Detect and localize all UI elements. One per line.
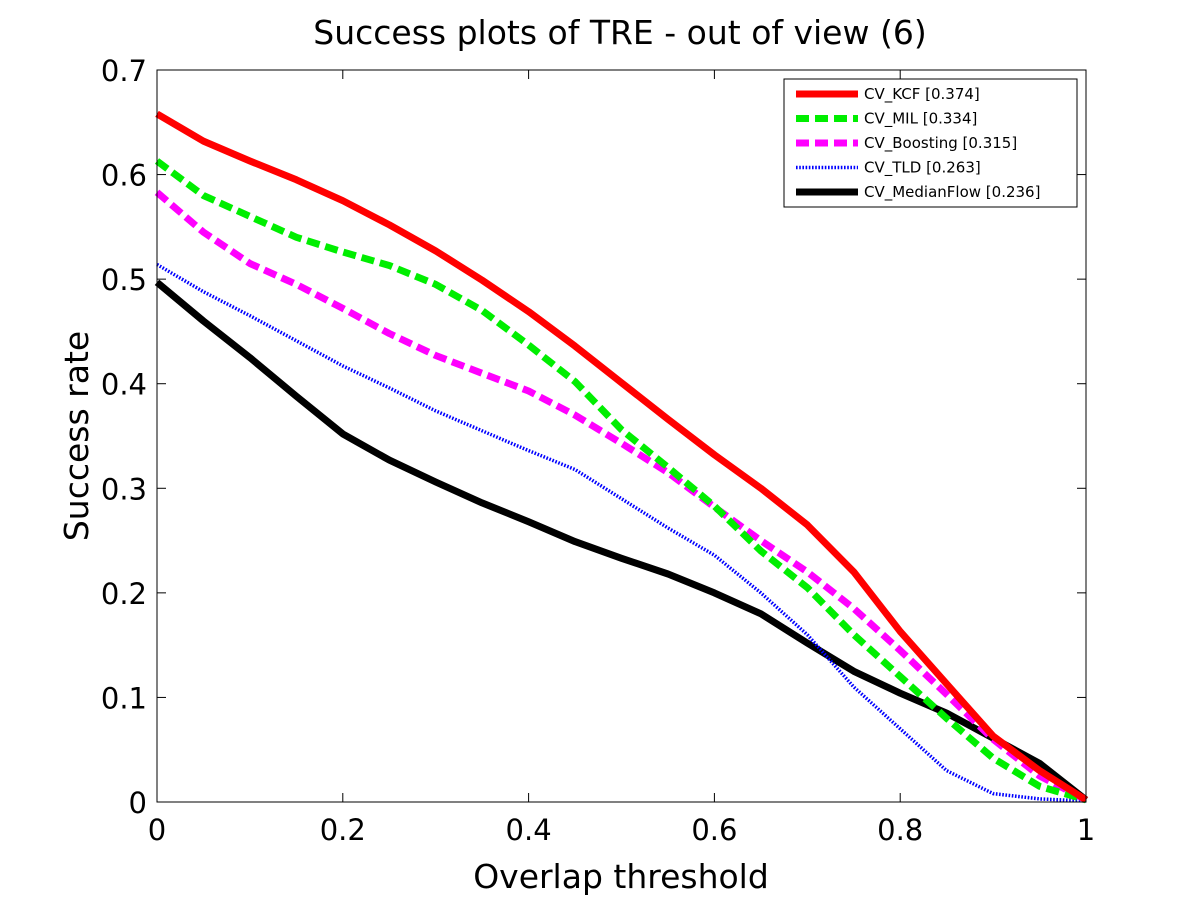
legend-entry: CV_MIL [0.334] [796,110,977,129]
x-tick-label: 1 [1077,813,1095,847]
series-layer [154,110,1089,804]
series-line-1 [154,158,1087,804]
legend: CV_KCF [0.374] CV_MIL [0.334] CV_Boosting … [783,78,1078,208]
plot-frame [156,69,1087,803]
y-tick-label: 0.3 [101,472,147,506]
x-tick-label: 0.6 [691,813,737,847]
legend-label: CV_MIL [0.334] [864,110,977,129]
legend-label: CV_KCF [0.374] [864,85,980,104]
y-axis-label: Success rate [57,331,96,541]
x-tick-label: 0.8 [877,813,923,847]
legend-label: CV_MedianFlow [0.236] [864,183,1040,202]
legend-entry: CV_MedianFlow [0.236] [796,183,1040,202]
x-axis-label: Overlap threshold [473,857,769,896]
x-tick-label: 0 [148,813,166,847]
series-line-0 [155,110,1088,803]
y-tick-label: 0 [129,786,147,820]
tick-layer: 0 0.2 0.4 0.6 0.8 1 0 0.1 0.2 0.3 0.4 0.5 0.6 0.7 [101,54,1095,847]
series-line-2 [154,189,1088,804]
y-tick-label: 0.1 [101,681,147,715]
legend-box [783,78,1078,208]
legend-entry: CV_Boosting [0.315] [796,134,1017,153]
x-tick-label: 0.2 [320,813,366,847]
y-tick-label: 0.2 [101,577,147,611]
legend-entry: CV_KCF [0.374] [796,85,980,104]
legend-items: CV_KCF [0.374] CV_MIL [0.334] CV_Boosting … [796,85,1040,202]
legend-entry: CV_TLD [0.263] [796,159,981,178]
chart-title: Success plots of TRE - out of view (6) [313,13,926,52]
y-tick-label: 0.5 [101,263,147,297]
series-line-3 [156,262,1087,803]
legend-label: CV_Boosting [0.315] [864,134,1017,153]
legend-label: CV_TLD [0.263] [864,159,981,178]
x-tick-label: 0.4 [506,813,552,847]
y-tick-label: 0.4 [101,368,147,402]
y-tick-label: 0.7 [101,54,147,88]
y-tick-label: 0.6 [101,159,147,193]
